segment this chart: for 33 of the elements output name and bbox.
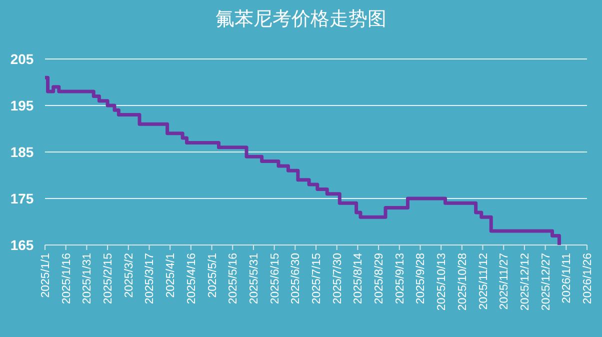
x-tick-label: 2025/5/1: [206, 253, 219, 298]
x-tick-label: 2025/6/30: [290, 253, 302, 304]
x-tick-label: 2025/4/16: [186, 253, 198, 304]
x-tick-label: 2025/8/29: [374, 253, 386, 304]
x-tick-label: 2025/9/13: [394, 253, 406, 304]
x-tick-label: 2025/5/31: [248, 253, 260, 304]
y-tick-label: 185: [10, 144, 34, 160]
x-tick-label: 2025/11/27: [498, 253, 511, 310]
x-tick-label: 2025/5/16: [228, 253, 240, 304]
x-tick-label: 2025/1/16: [60, 253, 73, 304]
x-tick-label: 2026/1/26: [582, 253, 594, 304]
x-tick-label: 2025/7/30: [332, 253, 344, 304]
y-tick-label: 165: [10, 237, 34, 253]
x-tick-label: 2025/2/15: [102, 253, 115, 304]
x-tick-label: 2025/12/27: [540, 253, 552, 311]
x-tick-label: 2025/10/28: [456, 253, 469, 311]
x-tick-label: 2025/11/12: [478, 253, 490, 310]
x-tick-label: 2025/6/15: [269, 253, 282, 304]
y-tick-label: 195: [10, 98, 34, 114]
x-tick-label: 2025/8/14: [352, 252, 365, 304]
chart-title: 氟苯尼考价格走势图: [216, 9, 386, 30]
x-tick-label: 2025/10/13: [436, 253, 448, 311]
x-tick-label: 2025/1/1: [40, 253, 52, 298]
y-tick-label: 175: [10, 190, 34, 206]
x-tick-label: 2026/1/11: [561, 253, 574, 304]
x-tick-label: 2025/12/12: [519, 253, 532, 311]
x-tick-label: 2025/1/31: [82, 253, 94, 304]
x-tick-label: 2025/4/1: [165, 253, 178, 298]
x-tick-label: 2025/3/17: [144, 253, 156, 304]
x-tick-label: 2025/9/28: [415, 253, 428, 304]
x-tick-label: 2025/7/15: [311, 253, 323, 304]
y-tick-label: 205: [10, 51, 34, 67]
x-tick-label: 2025/3/2: [123, 253, 136, 298]
